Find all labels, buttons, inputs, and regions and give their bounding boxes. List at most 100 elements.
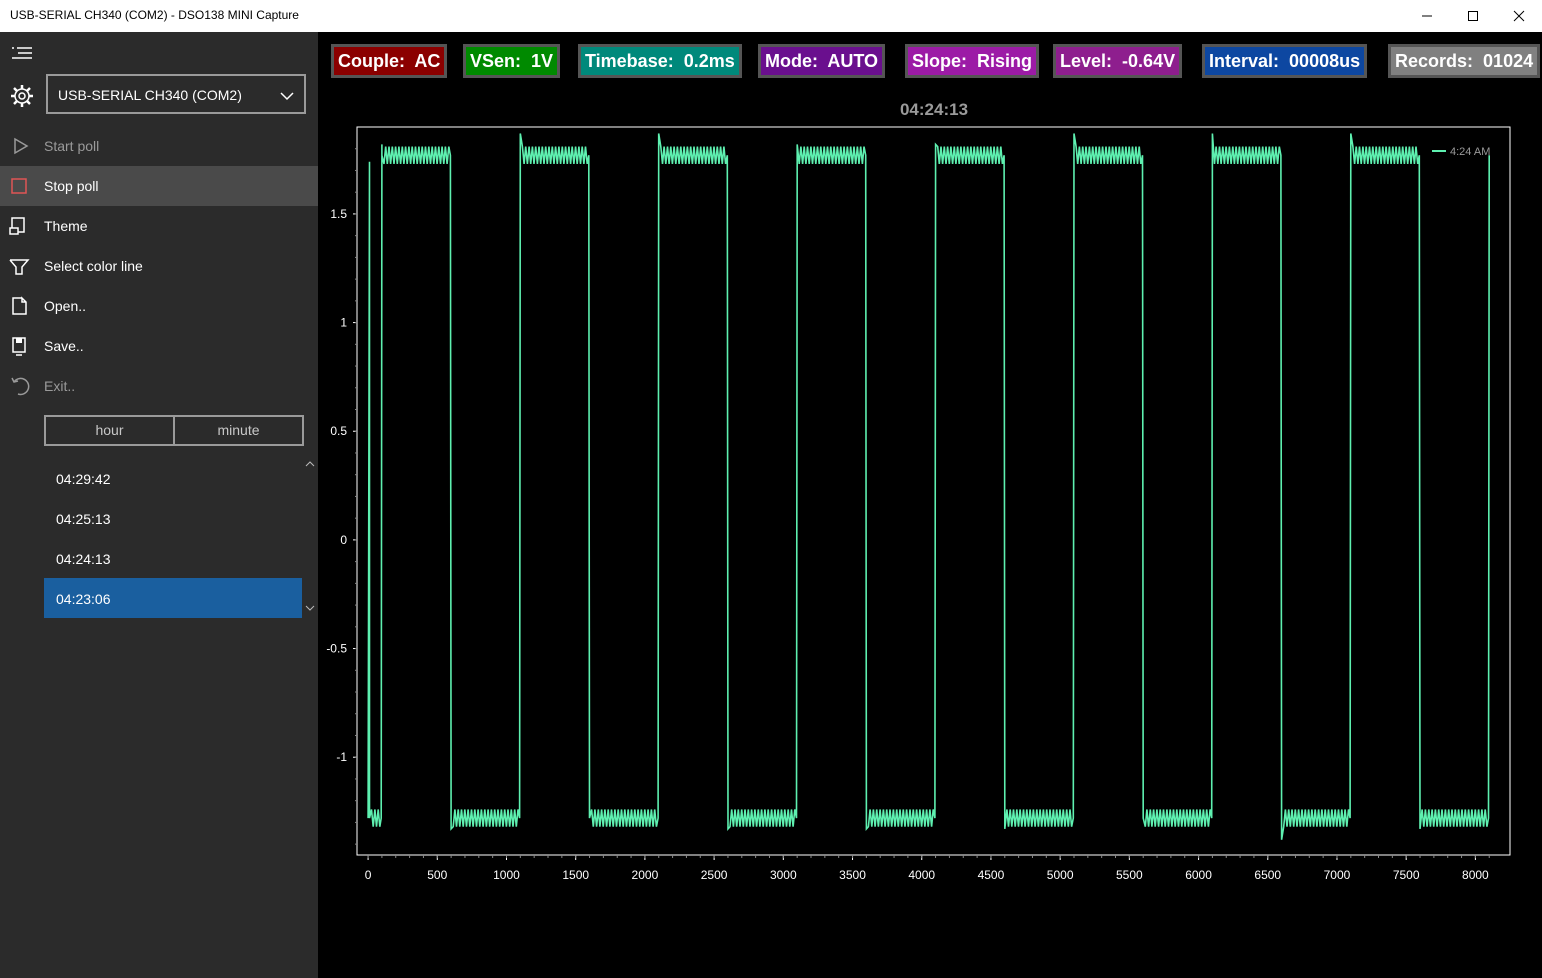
badge-label: Couple: <box>338 51 405 71</box>
y-tick-label: -0.5 <box>326 642 347 656</box>
y-tick-label: 1.5 <box>330 207 347 221</box>
badge-level: Level: -0.64V <box>1053 44 1183 78</box>
badge-value: AUTO <box>827 51 879 71</box>
menu-start-poll-label: Start poll <box>44 138 100 154</box>
menu-stop-poll[interactable]: Stop poll <box>0 166 318 206</box>
theme-icon <box>9 217 25 235</box>
plot-area <box>356 126 1511 856</box>
title-bar: USB-SERIAL CH340 (COM2) - DSO138 MINI Ca… <box>0 0 1542 32</box>
x-tick-label: 8000 <box>1462 868 1489 882</box>
badge-label: Records: <box>1395 51 1474 71</box>
undo-icon <box>11 377 30 396</box>
x-tick-label: 4000 <box>908 868 935 882</box>
badge-label: Mode: <box>765 51 818 71</box>
badge-value: 01024 <box>1483 51 1534 71</box>
badge-label: Interval: <box>1209 51 1280 71</box>
menu-start-poll[interactable]: Start poll <box>0 126 318 166</box>
stop-icon <box>11 178 27 194</box>
settings-button[interactable] <box>8 82 36 110</box>
x-tick-label: 7000 <box>1324 868 1351 882</box>
minimize-button[interactable] <box>1404 0 1450 32</box>
badge-couple: Couple: AC <box>331 44 448 78</box>
badge-value: 00008us <box>1289 51 1361 71</box>
y-tick-label: 1 <box>340 316 347 330</box>
capture-list-item[interactable]: 04:25:13 <box>44 498 302 538</box>
capture-list-item[interactable]: 04:29:42 <box>44 458 302 498</box>
segment-minute[interactable]: minute <box>173 415 304 446</box>
badge-records: Records: 01024 <box>1388 44 1541 78</box>
port-select-value: USB-SERIAL CH340 (COM2) <box>58 87 242 103</box>
chevron-down-icon <box>280 88 294 104</box>
badge-timebase: Timebase: 0.2ms <box>578 44 742 78</box>
capture-time: 04:25:13 <box>56 511 111 527</box>
badge-interval: Interval: 00008us <box>1202 44 1368 78</box>
capture-time: 04:23:06 <box>56 591 111 607</box>
menu-select-color-line-label: Select color line <box>44 258 143 274</box>
gear-icon <box>11 85 33 107</box>
menu-select-color-line[interactable]: Select color line <box>0 246 318 286</box>
y-tick-label: 0 <box>340 533 347 547</box>
x-tick-label: 5000 <box>1047 868 1074 882</box>
menu-exit[interactable]: Exit.. <box>0 366 318 406</box>
x-tick-label: 6500 <box>1254 868 1281 882</box>
badge-vsen: VSen: 1V <box>463 44 561 78</box>
x-tick-label: 1000 <box>493 868 520 882</box>
badge-label: VSen: <box>470 51 522 71</box>
window-title: USB-SERIAL CH340 (COM2) - DSO138 MINI Ca… <box>10 8 299 22</box>
close-icon <box>1513 10 1525 22</box>
badge-value: -0.64V <box>1122 51 1176 71</box>
segment-hour[interactable]: hour <box>44 415 175 446</box>
capture-time: 04:29:42 <box>56 471 111 487</box>
play-icon <box>14 137 29 155</box>
segment-hour-label: hour <box>95 422 124 438</box>
x-tick-label: 2000 <box>632 868 659 882</box>
port-select[interactable]: USB-SERIAL CH340 (COM2) <box>46 74 306 114</box>
badge-label: Timebase: <box>585 51 674 71</box>
badge-label: Level: <box>1060 51 1113 71</box>
capture-list-item[interactable]: 04:24:13 <box>44 538 302 578</box>
menu-open[interactable]: Open.. <box>0 286 318 326</box>
x-tick-label: 1500 <box>562 868 589 882</box>
list-scrollbar[interactable] <box>302 458 318 618</box>
menu-save[interactable]: Save.. <box>0 326 318 366</box>
menu-save-label: Save.. <box>44 338 84 354</box>
segment-minute-label: minute <box>217 422 260 438</box>
save-icon <box>12 337 26 356</box>
capture-list-item-selected[interactable]: 04:23:06 <box>44 578 302 618</box>
menu-theme[interactable]: Theme <box>0 206 318 246</box>
x-tick-label: 0 <box>365 868 372 882</box>
y-tick-label: 0.5 <box>330 424 347 438</box>
x-tick-label: 4500 <box>978 868 1005 882</box>
minimize-icon <box>1422 15 1432 17</box>
menu-stop-poll-label: Stop poll <box>44 178 99 194</box>
menu-open-label: Open.. <box>44 298 87 314</box>
scroll-up-icon[interactable] <box>302 458 318 470</box>
x-tick-label: 6000 <box>1185 868 1212 882</box>
badge-label: Slope: <box>912 51 968 71</box>
badge-value: 0.2ms <box>683 51 735 71</box>
hamburger-button[interactable] <box>8 44 38 64</box>
badge-value: AC <box>414 51 441 71</box>
sidebar: USB-SERIAL CH340 (COM2) Start poll Stop … <box>0 32 318 978</box>
menu-theme-label: Theme <box>44 218 88 234</box>
x-tick-label: 2500 <box>701 868 728 882</box>
x-tick-label: 3500 <box>839 868 866 882</box>
legend-label: 4:24 AM <box>1450 146 1490 158</box>
badge-value: Rising <box>977 51 1033 71</box>
x-tick-label: 5500 <box>1116 868 1143 882</box>
maximize-icon <box>1468 11 1478 21</box>
badge-slope: Slope: Rising <box>905 44 1040 78</box>
capture-time: 04:24:13 <box>56 551 111 567</box>
paint-icon <box>9 259 30 275</box>
waveform-chart: 1.5 1 0.5 0 -0.5 -1 0 500 1000 1500 2000 2500 3000 35… <box>326 126 1511 882</box>
close-button[interactable] <box>1496 0 1542 32</box>
waveform-series-line <box>367 133 1490 840</box>
badge-value: 1V <box>531 51 554 71</box>
scroll-down-icon[interactable] <box>302 602 318 614</box>
badge-mode: Mode: AUTO <box>758 44 886 78</box>
hamburger-menu-icon <box>12 47 32 59</box>
x-tick-label: 3000 <box>770 868 797 882</box>
maximize-button[interactable] <box>1450 0 1496 32</box>
menu-exit-label: Exit.. <box>44 378 76 394</box>
chart-title: 04:24:13 <box>899 100 969 119</box>
